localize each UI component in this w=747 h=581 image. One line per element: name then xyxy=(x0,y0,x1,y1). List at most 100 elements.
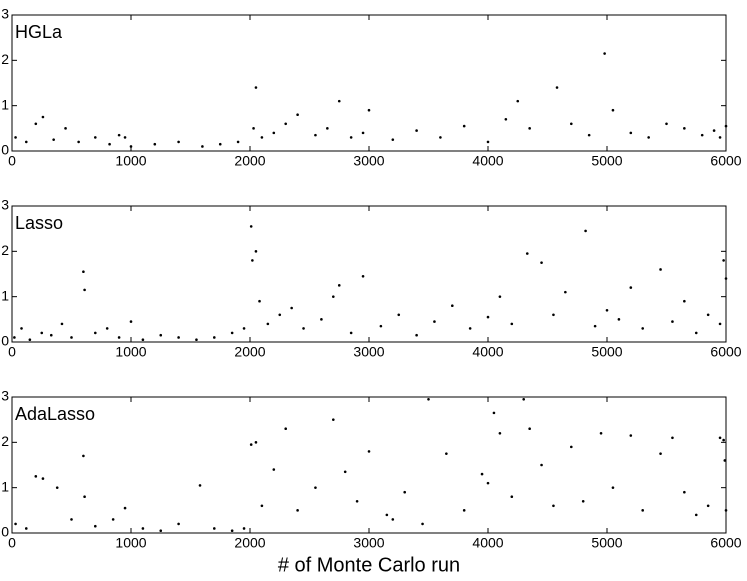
y-tick-label: 3 xyxy=(1,6,9,22)
point xyxy=(34,475,38,478)
x-tick-label: 1000 xyxy=(115,344,146,360)
point xyxy=(55,486,59,489)
point xyxy=(367,108,371,112)
point xyxy=(278,313,282,317)
point xyxy=(254,250,258,253)
point xyxy=(433,320,436,323)
point xyxy=(722,438,725,442)
point xyxy=(343,470,347,474)
point xyxy=(498,295,502,298)
point xyxy=(671,436,674,440)
point xyxy=(242,527,246,530)
point xyxy=(213,527,216,530)
point xyxy=(555,86,559,89)
point xyxy=(510,495,514,499)
point xyxy=(361,274,365,278)
point xyxy=(123,136,127,139)
point xyxy=(724,124,728,128)
point xyxy=(272,131,276,135)
point xyxy=(629,286,633,289)
x-tick-label: 0 xyxy=(8,535,16,551)
y-tick-label: 1 xyxy=(1,96,9,112)
point xyxy=(706,504,710,508)
plot-frame xyxy=(11,396,727,534)
x-tick-label: 3000 xyxy=(353,535,384,551)
point xyxy=(355,499,359,503)
point xyxy=(570,445,573,449)
point xyxy=(41,477,45,480)
point xyxy=(105,327,109,330)
point xyxy=(296,113,299,117)
point xyxy=(94,524,97,528)
point xyxy=(445,452,448,455)
x-tick-label: 2000 xyxy=(234,344,265,360)
point xyxy=(94,136,97,139)
x-tick-label: 2000 xyxy=(234,153,265,169)
point xyxy=(700,133,704,137)
point xyxy=(129,145,133,148)
point xyxy=(540,261,543,264)
point xyxy=(415,129,418,132)
point xyxy=(332,295,335,298)
point xyxy=(70,518,73,521)
point xyxy=(49,333,53,337)
point xyxy=(451,304,454,308)
point xyxy=(552,504,555,508)
x-tick-label: 3000 xyxy=(353,153,384,169)
x-tick-label: 5000 xyxy=(591,344,622,360)
point xyxy=(141,338,145,342)
point xyxy=(201,145,204,148)
x-tick-label: 1000 xyxy=(115,535,146,551)
point xyxy=(552,313,555,317)
point xyxy=(391,138,395,141)
point xyxy=(522,397,525,401)
point xyxy=(683,490,686,494)
point xyxy=(510,322,514,326)
panel-title: AdaLasso xyxy=(15,404,95,424)
point xyxy=(647,136,650,139)
point xyxy=(723,459,727,462)
point xyxy=(724,277,728,280)
point xyxy=(83,288,86,292)
point xyxy=(694,331,698,335)
point xyxy=(525,252,529,255)
point xyxy=(159,529,163,533)
point xyxy=(599,431,603,435)
x-tick-label: 3000 xyxy=(353,344,384,360)
y-tick-label: 0 xyxy=(1,524,9,540)
point xyxy=(349,136,353,139)
point xyxy=(123,506,127,510)
point xyxy=(486,481,490,485)
point xyxy=(641,327,644,330)
point xyxy=(177,336,180,339)
point xyxy=(724,509,728,512)
point xyxy=(694,513,698,517)
plot-frame xyxy=(11,14,727,152)
point xyxy=(584,229,587,233)
point xyxy=(659,268,662,271)
point xyxy=(486,140,490,144)
x-axis-label: # of Monte Carlo run xyxy=(278,554,460,576)
point xyxy=(665,122,668,126)
point xyxy=(629,434,633,437)
point xyxy=(361,131,365,135)
point xyxy=(603,52,606,55)
point xyxy=(570,122,573,126)
y-tick-label: 3 xyxy=(1,388,9,404)
point xyxy=(20,327,23,330)
y-tick-label: 2 xyxy=(1,433,9,449)
point xyxy=(498,431,502,435)
point xyxy=(258,299,261,303)
point xyxy=(564,290,567,294)
point xyxy=(397,313,401,317)
point xyxy=(230,331,234,335)
panel-title: HGLa xyxy=(15,22,63,42)
point xyxy=(24,140,28,144)
x-tick-label: 4000 xyxy=(472,153,503,169)
point xyxy=(60,322,64,326)
point xyxy=(379,324,383,328)
point xyxy=(671,320,674,323)
point xyxy=(629,131,633,135)
point xyxy=(718,136,722,139)
point xyxy=(439,136,442,139)
